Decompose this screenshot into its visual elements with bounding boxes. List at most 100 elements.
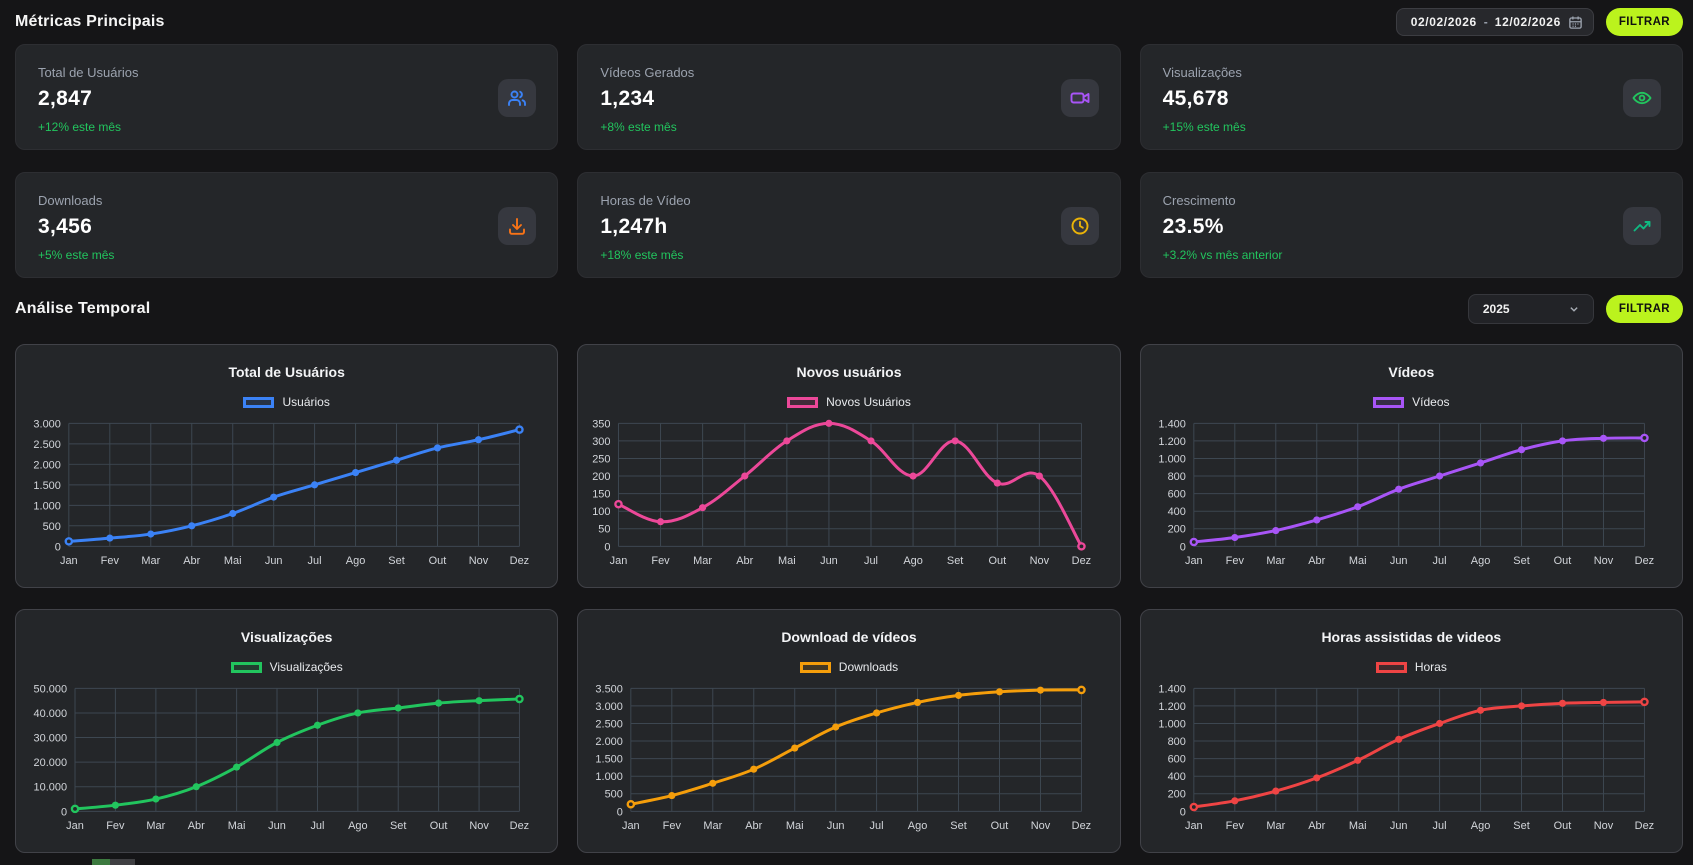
svg-text:400: 400 [1167, 771, 1185, 783]
download-icon [509, 218, 526, 235]
legend-label: Vídeos [1412, 395, 1450, 409]
svg-text:600: 600 [1167, 489, 1185, 501]
svg-text:20.000: 20.000 [34, 757, 67, 769]
date-separator: - [1483, 15, 1488, 29]
chart-card-total-usuarios: 0 500 1.000 1.500 2.000 2.500 3.000 Jan Fev Mar Ab… [15, 344, 559, 588]
svg-text:2.500: 2.500 [596, 718, 623, 730]
chart-card-download-videos: 0 500 1.000 1.500 2.000 2.500 3.000 3.500 Jan Fev… [577, 609, 1121, 853]
svg-text:350: 350 [593, 418, 611, 430]
metric-label: Downloads [38, 193, 103, 208]
metric-card-visualizacoes: Visualizações 45,678 +15% este mês [1139, 44, 1683, 150]
svg-text:Jan: Jan [60, 555, 78, 567]
svg-text:Jul: Jul [870, 820, 884, 832]
svg-text:Dez: Dez [1072, 555, 1091, 567]
chart-legend[interactable]: Downloads [578, 660, 1119, 674]
svg-text:Dez: Dez [1072, 820, 1091, 832]
chart-legend[interactable]: Usuários [16, 395, 557, 409]
svg-text:Fev: Fev [663, 820, 682, 832]
date-end: 12/02/2026 [1494, 15, 1561, 29]
temporal-section-header: Análise Temporal 2025 FILTRAR [0, 286, 1693, 332]
svg-text:10.000: 10.000 [34, 782, 67, 794]
metric-label: Total de Usuários [38, 65, 139, 80]
svg-text:Jan: Jan [66, 820, 84, 832]
metric-change: +15% este mês [1162, 120, 1246, 134]
svg-text:Dez: Dez [1634, 820, 1653, 832]
metric-icon-box [1622, 79, 1661, 117]
metric-change: +3.2% vs mês anterior [1162, 248, 1283, 262]
svg-text:Abr: Abr [183, 555, 200, 567]
svg-text:0: 0 [1179, 806, 1185, 818]
filter-button-metrics[interactable]: FILTRAR [1605, 8, 1683, 36]
svg-text:30.000: 30.000 [34, 733, 67, 745]
chart-legend[interactable]: Novos Usuários [578, 395, 1119, 409]
svg-text:250: 250 [593, 453, 611, 465]
svg-text:200: 200 [1167, 524, 1185, 536]
svg-text:1.000: 1.000 [1158, 453, 1185, 465]
metric-card-crescimento: Crescimento 23.5% +3.2% vs mês anterior [1139, 172, 1683, 278]
chart-legend[interactable]: Horas [1141, 660, 1682, 674]
svg-text:Ago: Ago [1470, 820, 1489, 832]
svg-text:Nov: Nov [1593, 820, 1613, 832]
svg-text:Set: Set [388, 555, 404, 567]
svg-text:Jul: Jul [1432, 555, 1446, 567]
svg-text:Fev: Fev [652, 555, 671, 567]
svg-text:Mai: Mai [778, 555, 796, 567]
svg-text:Fev: Fev [106, 820, 125, 832]
svg-text:Jul: Jul [864, 555, 878, 567]
svg-text:800: 800 [1167, 736, 1185, 748]
svg-text:1.200: 1.200 [1158, 436, 1185, 448]
year-select[interactable]: 2025 [1467, 294, 1594, 324]
date-start: 02/02/2026 [1410, 15, 1477, 29]
line-chart-videos: 0 200 400 600 800 1.000 1.200 1.400 Jan Fev Mar Abr… [1158, 418, 1654, 567]
svg-text:Set: Set [951, 820, 967, 832]
metric-icon-box [1060, 207, 1099, 245]
chart-title: Total de Usuários [228, 364, 345, 380]
svg-text:1.400: 1.400 [1158, 418, 1185, 430]
metric-label: Vídeos Gerados [600, 65, 695, 80]
chart-legend[interactable]: Vídeos [1141, 395, 1682, 409]
svg-text:0: 0 [61, 806, 67, 818]
svg-text:150: 150 [593, 489, 611, 501]
chart-legend[interactable]: Visualizações [16, 660, 557, 674]
date-range-input[interactable]: 02/02/2026 - 12/02/2026 [1395, 8, 1594, 36]
svg-text:Jun: Jun [265, 555, 283, 567]
svg-text:Jun: Jun [827, 820, 845, 832]
chart-card-videos: 0 200 400 600 800 1.000 1.200 1.400 Jan Fev Mar Abr… [1139, 344, 1683, 588]
svg-text:Nov: Nov [1593, 555, 1613, 567]
svg-text:Out: Out [429, 555, 447, 567]
svg-text:Ago: Ago [1470, 555, 1489, 567]
svg-text:Jun: Jun [820, 555, 838, 567]
svg-text:Mar: Mar [146, 820, 165, 832]
chart-title: Visualizações [240, 629, 333, 645]
svg-text:1.500: 1.500 [33, 480, 60, 492]
metric-change: +5% este mês [38, 248, 115, 262]
svg-text:600: 600 [1167, 754, 1185, 766]
metric-icon-box [498, 79, 537, 117]
svg-text:Mai: Mai [786, 820, 804, 832]
svg-text:Mai: Mai [1349, 555, 1367, 567]
svg-text:Fev: Fev [1225, 820, 1244, 832]
svg-text:800: 800 [1167, 471, 1185, 483]
svg-text:Jul: Jul [308, 555, 322, 567]
filter-button-temporal[interactable]: FILTRAR [1605, 295, 1683, 323]
legend-swatch [230, 661, 262, 673]
metrics-section-title: Métricas Principais [15, 13, 165, 30]
svg-text:Jun: Jun [1390, 555, 1408, 567]
calendar-icon [1569, 16, 1582, 29]
metric-icon-box [1622, 207, 1661, 245]
metric-value: 1,247h [600, 215, 668, 238]
legend-label: Novos Usuários [826, 395, 911, 409]
temporal-section-title: Análise Temporal [15, 300, 151, 317]
svg-text:1.400: 1.400 [1158, 683, 1185, 695]
svg-text:300: 300 [593, 436, 611, 448]
users-icon [508, 90, 527, 106]
svg-text:400: 400 [1167, 506, 1185, 518]
svg-text:Nov: Nov [469, 820, 489, 832]
svg-text:Set: Set [947, 555, 963, 567]
svg-text:Set: Set [1513, 555, 1529, 567]
svg-text:Nov: Nov [469, 555, 489, 567]
svg-text:Mar: Mar [694, 555, 713, 567]
svg-text:Mai: Mai [1349, 820, 1367, 832]
svg-text:Out: Out [1553, 555, 1571, 567]
